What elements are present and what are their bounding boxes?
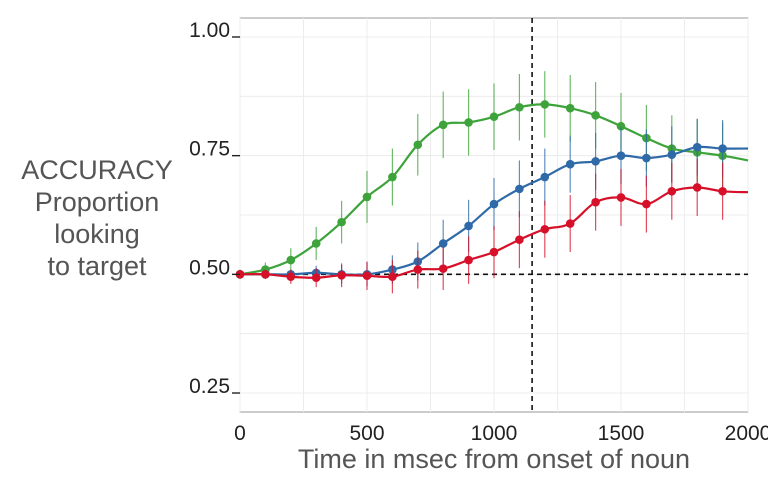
data-point (616, 121, 626, 131)
data-point (413, 140, 423, 150)
data-point (642, 153, 651, 163)
data-point (718, 186, 727, 196)
data-point (413, 265, 423, 274)
data-point (438, 239, 448, 248)
data-point (261, 270, 270, 279)
data-point (565, 159, 575, 169)
data-point (540, 172, 550, 182)
data-point (616, 193, 626, 202)
x-axis: 0 500 1000 1500 2000 (234, 422, 768, 445)
series-group (235, 71, 749, 294)
series-2 (235, 118, 749, 287)
x-tick-label: 2000 (725, 422, 768, 445)
y-axis: 0.25 0.50 0.75 1.00 (189, 19, 240, 398)
y-tick-label: 1.00 (189, 19, 230, 42)
y-axis-label-line: ACCURACY (21, 155, 173, 185)
data-point (565, 219, 575, 228)
data-point (591, 157, 600, 166)
data-point (362, 271, 372, 281)
data-point (667, 186, 677, 196)
data-point (337, 270, 346, 280)
data-point (311, 239, 321, 248)
data-point (286, 255, 296, 265)
data-point (515, 184, 524, 194)
data-point (591, 111, 600, 120)
y-axis-label-line: Proportion (34, 187, 160, 217)
data-point (642, 199, 651, 209)
data-point (362, 192, 372, 202)
data-point (616, 151, 626, 160)
y-tick-label: 0.25 (189, 375, 230, 398)
data-point (489, 112, 499, 122)
data-point (489, 247, 499, 257)
data-point (388, 172, 397, 182)
y-tick-label: 0.50 (189, 256, 230, 279)
x-axis-label: Time in msec from onset of noun (297, 444, 691, 474)
data-point (286, 272, 296, 282)
data-point (565, 103, 575, 113)
data-point (692, 183, 702, 192)
data-point (337, 217, 346, 227)
data-point (540, 224, 550, 234)
series-3 (235, 158, 749, 294)
data-point (540, 100, 550, 109)
data-point (464, 221, 473, 231)
data-point (515, 235, 524, 244)
y-tick-label: 0.75 (189, 138, 230, 161)
data-point (438, 120, 448, 130)
y-axis-label-line: looking (54, 219, 140, 249)
data-point (667, 150, 677, 160)
grid (239, 18, 749, 412)
data-point (388, 272, 397, 282)
data-point (515, 102, 524, 112)
data-point (464, 118, 473, 127)
data-point (489, 199, 499, 209)
data-point (692, 142, 702, 152)
data-point (464, 255, 473, 265)
x-tick-label: 1000 (471, 422, 518, 445)
data-point (718, 144, 727, 153)
data-point (438, 264, 448, 273)
y-axis-label: ACCURACY Proportion looking to target (8, 154, 186, 282)
x-tick-label: 500 (349, 422, 384, 445)
x-tick-label: 0 (234, 422, 246, 445)
x-tick-label: 1500 (598, 422, 645, 445)
data-point (591, 197, 600, 207)
data-point (311, 273, 321, 282)
y-axis-label-line: to target (47, 251, 147, 281)
